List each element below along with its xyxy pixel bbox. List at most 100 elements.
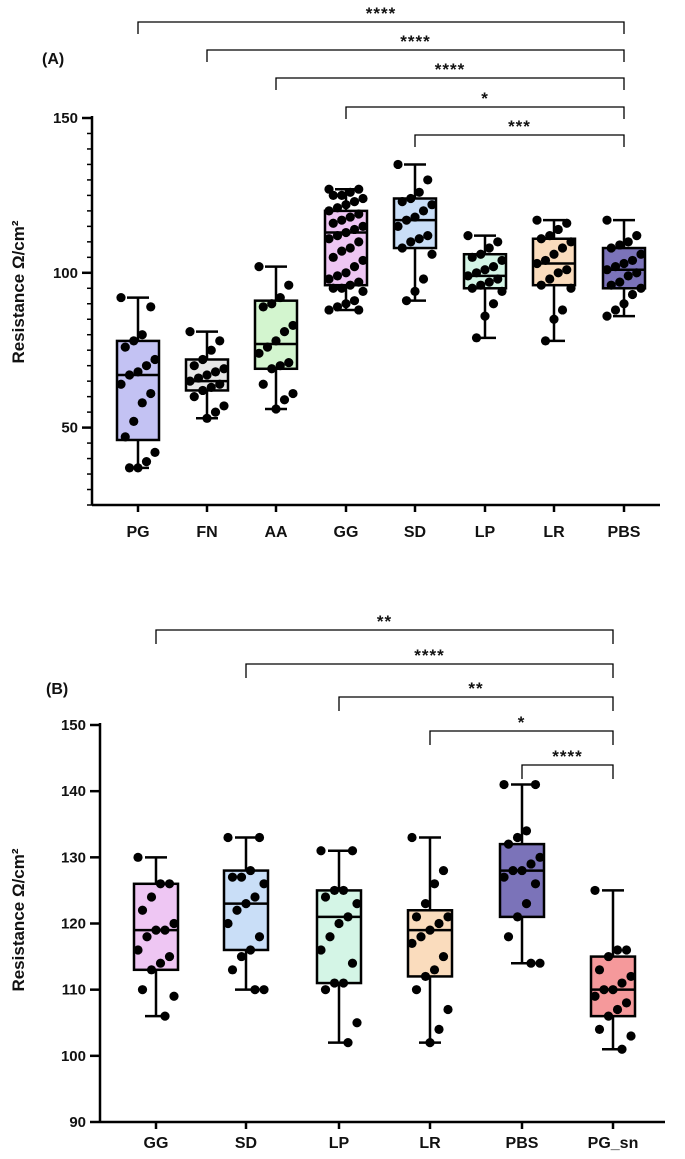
bracket-line <box>414 134 625 147</box>
data-point <box>484 277 494 287</box>
data-point <box>416 932 426 942</box>
data-point <box>497 286 507 296</box>
data-point <box>279 327 290 337</box>
data-point <box>599 985 609 995</box>
box-group-gg <box>323 184 369 315</box>
data-point <box>358 255 368 266</box>
data-point <box>271 336 281 346</box>
data-point <box>349 262 360 272</box>
data-point <box>129 416 139 427</box>
data-point <box>420 899 431 909</box>
x-tick-label-b: PG_sn <box>588 1135 639 1152</box>
data-point <box>526 859 536 869</box>
box-group-aa <box>253 262 299 414</box>
data-point <box>329 978 340 988</box>
data-point <box>215 336 225 346</box>
data-point <box>275 292 285 303</box>
data-point <box>185 376 195 386</box>
significance-label: * <box>518 713 526 732</box>
data-point <box>137 985 148 995</box>
data-point <box>219 364 229 374</box>
data-point <box>512 832 523 843</box>
data-point <box>427 200 437 210</box>
box-group-fn <box>184 327 230 423</box>
y-tick-label-b: 130 <box>61 849 86 866</box>
data-point <box>603 951 614 962</box>
data-point <box>411 912 422 922</box>
data-point <box>471 333 482 343</box>
data-point <box>133 852 143 862</box>
data-point <box>347 958 358 968</box>
data-point <box>603 1011 614 1021</box>
data-point <box>407 832 417 843</box>
data-point <box>337 190 347 200</box>
data-point <box>418 206 429 216</box>
box-group-gg <box>132 852 180 1021</box>
significance-bracket-a: **** <box>275 60 625 90</box>
data-point <box>254 832 265 843</box>
data-point <box>358 286 368 296</box>
data-point <box>512 912 523 922</box>
data-point <box>189 361 199 371</box>
bracket-line <box>137 21 625 34</box>
significance-label: **** <box>414 646 444 665</box>
significance-bracket-b: **** <box>245 646 614 678</box>
x-tick-label-a: GG <box>334 524 359 541</box>
data-point <box>223 832 233 843</box>
data-point <box>549 249 559 259</box>
data-point <box>425 1038 435 1048</box>
data-point <box>623 271 633 281</box>
data-point <box>120 342 130 352</box>
y-tick-label-b: 100 <box>61 1048 86 1065</box>
data-point <box>540 336 551 346</box>
data-point <box>354 184 364 194</box>
data-point <box>258 302 268 312</box>
data-point <box>594 965 605 975</box>
data-point <box>232 905 242 915</box>
y-axis-label-a: Resistance Ω/cm² <box>9 220 28 363</box>
data-point <box>476 249 486 259</box>
data-point <box>275 361 285 371</box>
data-point <box>250 892 260 902</box>
data-point <box>476 280 486 290</box>
data-point <box>337 283 347 293</box>
data-point <box>189 392 199 402</box>
data-point <box>499 779 509 790</box>
data-point <box>116 292 126 303</box>
panel-b-chart: (B) Resistance Ω/cm² 90 100 110 120 130 140 150 G… <box>9 612 665 1152</box>
data-point <box>438 951 449 962</box>
data-point <box>463 231 473 241</box>
data-point <box>606 280 616 290</box>
data-point <box>133 367 143 377</box>
data-point <box>429 879 440 889</box>
data-point <box>343 1038 353 1048</box>
data-point <box>608 985 618 995</box>
significance-bracket-a: **** <box>137 4 625 34</box>
data-point <box>133 945 143 955</box>
data-point <box>146 302 156 312</box>
x-tick-label-b: PBS <box>506 1135 539 1152</box>
data-point <box>155 879 166 889</box>
data-point <box>536 280 546 290</box>
bracket-line <box>429 730 614 745</box>
data-point <box>397 196 407 207</box>
data-point <box>354 237 364 247</box>
data-point <box>553 224 563 235</box>
data-point <box>566 283 576 293</box>
significance-label: **** <box>435 60 465 79</box>
data-point <box>349 296 360 306</box>
y-tick-label-b: 120 <box>61 916 86 933</box>
data-point <box>254 262 264 272</box>
box-group-pg_sn <box>589 885 637 1054</box>
data-point <box>320 892 331 902</box>
data-point <box>488 262 499 272</box>
panel-label-a: (A) <box>42 51 64 68</box>
data-point <box>324 305 334 315</box>
bracket-line <box>275 77 625 90</box>
data-point <box>146 965 157 975</box>
data-point <box>553 268 563 278</box>
data-point <box>160 925 170 935</box>
x-tick-label-b: SD <box>235 1135 257 1152</box>
data-point <box>341 299 351 309</box>
data-point <box>124 463 135 473</box>
